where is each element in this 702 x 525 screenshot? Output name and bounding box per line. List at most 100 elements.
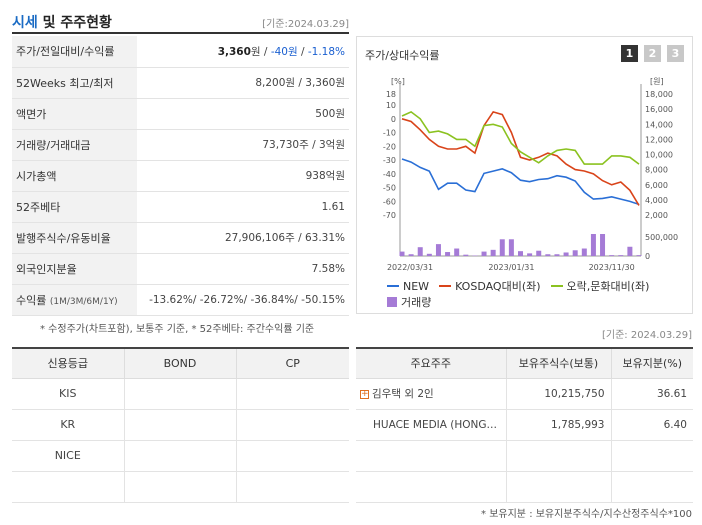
credit-header: CP bbox=[235, 348, 349, 379]
holder-header: 보유주식수(보통) bbox=[505, 348, 611, 379]
table-row: NICE bbox=[12, 440, 349, 472]
credit-cp bbox=[235, 440, 349, 472]
title-accent: 시세 bbox=[12, 15, 38, 31]
volume-bar bbox=[454, 248, 460, 256]
volume-bar bbox=[581, 248, 587, 256]
quote-label: 외국인지분율 bbox=[12, 253, 137, 285]
quote-row-par-value: 액면가 500원 bbox=[12, 98, 349, 130]
left-tick-label: -40 bbox=[383, 170, 396, 179]
separator: / bbox=[260, 45, 271, 58]
left-tick-label: -70 bbox=[383, 211, 396, 220]
x-tick-label: 2023/01/31 bbox=[488, 263, 534, 272]
volume-bar bbox=[490, 249, 496, 256]
chart-tab-1[interactable]: 1 bbox=[621, 45, 638, 62]
volume-bar bbox=[445, 252, 451, 256]
volume-bar bbox=[590, 234, 596, 256]
volume-bar bbox=[572, 250, 578, 256]
table-row: HUACE MEDIA (HONG… 1,785,993 6.40 bbox=[356, 409, 693, 441]
chart-tab-2[interactable]: 2 bbox=[644, 45, 661, 62]
table-row: KR bbox=[12, 409, 349, 441]
volume-bar bbox=[408, 254, 414, 256]
holder-pct bbox=[610, 440, 693, 472]
quote-label: 액면가 bbox=[12, 98, 137, 130]
quote-row-volume: 거래량/거래대금 73,730주 / 3억원 bbox=[12, 129, 349, 161]
credit-agency: KR bbox=[12, 409, 124, 441]
returns-label: 수익률 bbox=[16, 293, 47, 307]
volume-bar bbox=[600, 234, 606, 256]
credit-rating-table: 신용등급 BOND CP KIS KR NICE bbox=[12, 347, 349, 503]
credit-cp bbox=[235, 378, 349, 410]
price-change-rate: -1.18% bbox=[307, 45, 345, 58]
quote-label: 거래량/거래대금 bbox=[12, 129, 137, 161]
credit-header-row: 신용등급 BOND CP bbox=[12, 348, 349, 379]
quote-value: 938억원 bbox=[137, 160, 349, 192]
series-line-leisure bbox=[401, 110, 640, 165]
volume-bar bbox=[536, 250, 542, 256]
credit-cp bbox=[235, 409, 349, 441]
chart-svg: [%] [원] 18 10 0 -10 -20 -30 -40 -50 -60 -70 18,000 16… bbox=[383, 77, 678, 272]
quote-row-52weeks: 52Weeks 최고/최저 8,200원 / 3,360원 bbox=[12, 67, 349, 99]
expand-plus-icon[interactable]: + bbox=[360, 388, 369, 399]
price-unit: 원 bbox=[250, 45, 261, 58]
credit-bond bbox=[123, 440, 236, 472]
quote-value: 27,906,106주 / 63.31% bbox=[137, 222, 349, 254]
table-row: KIS bbox=[12, 378, 349, 410]
left-tick-label: 0 bbox=[391, 115, 396, 124]
quote-label: 주가/전일대비/수익률 bbox=[12, 36, 137, 68]
volume-bar bbox=[545, 254, 551, 256]
reference-date: [기준:2024.03.29] bbox=[262, 19, 349, 30]
holder-name-text: 김우택 외 2인 bbox=[372, 388, 434, 400]
quote-value: 73,730주 / 3억원 bbox=[137, 129, 349, 161]
volume-tick-label: 500,000 bbox=[645, 233, 678, 242]
credit-bond bbox=[123, 471, 236, 503]
x-tick-label: 2023/11/30 bbox=[589, 263, 635, 272]
quote-table: 주가/전일대비/수익률 3,360원 / -40원 / -1.18% 52Wee… bbox=[12, 36, 349, 316]
quote-row-price: 주가/전일대비/수익률 3,360원 / -40원 / -1.18% bbox=[12, 36, 349, 68]
quote-row-market-cap: 시가총액 938억원 bbox=[12, 160, 349, 192]
left-tick-label: -10 bbox=[383, 129, 396, 138]
holder-name: HUACE MEDIA (HONG… bbox=[356, 409, 506, 441]
title-rest: 및 주주현황 bbox=[37, 15, 112, 31]
volume-bar bbox=[636, 255, 642, 256]
legend-label: 오락,문화대비(좌) bbox=[566, 280, 650, 293]
right-tick-label: 8,000 bbox=[645, 166, 668, 175]
left-tick-label: -60 bbox=[383, 197, 396, 206]
volume-bar bbox=[508, 239, 514, 256]
quote-label: 52주베타 bbox=[12, 191, 137, 223]
right-tick-label: 12,000 bbox=[645, 135, 673, 144]
quote-value: -13.62%/ -26.72%/ -36.84%/ -50.15% bbox=[137, 284, 349, 316]
legend-leisure: 오락,문화대비(좌) bbox=[550, 278, 650, 294]
left-tick-label: 10 bbox=[386, 101, 396, 110]
right-tick-label: 16,000 bbox=[645, 105, 673, 114]
left-tick-label: -30 bbox=[383, 156, 396, 165]
left-tick-label: -20 bbox=[383, 142, 396, 151]
holder-name bbox=[356, 440, 506, 472]
legend-line-icon bbox=[387, 285, 399, 287]
volume-bar bbox=[463, 254, 469, 256]
current-price: 3,360 bbox=[217, 45, 251, 58]
legend-line-icon bbox=[439, 285, 452, 287]
quote-row-foreign: 외국인지분율 7.58% bbox=[12, 253, 349, 285]
holder-shares bbox=[505, 471, 611, 503]
chart-legend: NEW KOSDAQ대비(좌) 오락,문화대비(좌) 거래량 bbox=[387, 278, 687, 310]
table-row: + 김우택 외 2인 10,215,750 36.61 bbox=[356, 378, 693, 410]
credit-cp bbox=[235, 471, 349, 503]
holder-pct: 36.61 bbox=[610, 378, 693, 410]
chart-tab-3[interactable]: 3 bbox=[667, 45, 684, 62]
volume-bar bbox=[435, 244, 441, 256]
quote-note: * 수정주가(차트포함), 보통주 기준, * 52주베타: 주간수익률 기준 bbox=[40, 324, 315, 335]
holder-name: + 김우택 외 2인 bbox=[356, 378, 506, 410]
holder-shares bbox=[505, 440, 611, 472]
section-header: 시세 및 주주현황 [기준:2024.03.29] bbox=[12, 10, 349, 34]
table-row bbox=[356, 471, 693, 503]
quote-value: 7.58% bbox=[137, 253, 349, 285]
holder-header: 보유지분(%) bbox=[610, 348, 693, 379]
legend-volume: 거래량 bbox=[387, 294, 431, 310]
quote-value: 1.61 bbox=[137, 191, 349, 223]
quote-value: 500원 bbox=[137, 98, 349, 130]
right-tick-label: 2,000 bbox=[645, 211, 668, 220]
credit-bond bbox=[123, 409, 236, 441]
right-tick-label: 6,000 bbox=[645, 181, 668, 190]
credit-agency: NICE bbox=[12, 440, 124, 472]
holder-pct bbox=[610, 471, 693, 503]
